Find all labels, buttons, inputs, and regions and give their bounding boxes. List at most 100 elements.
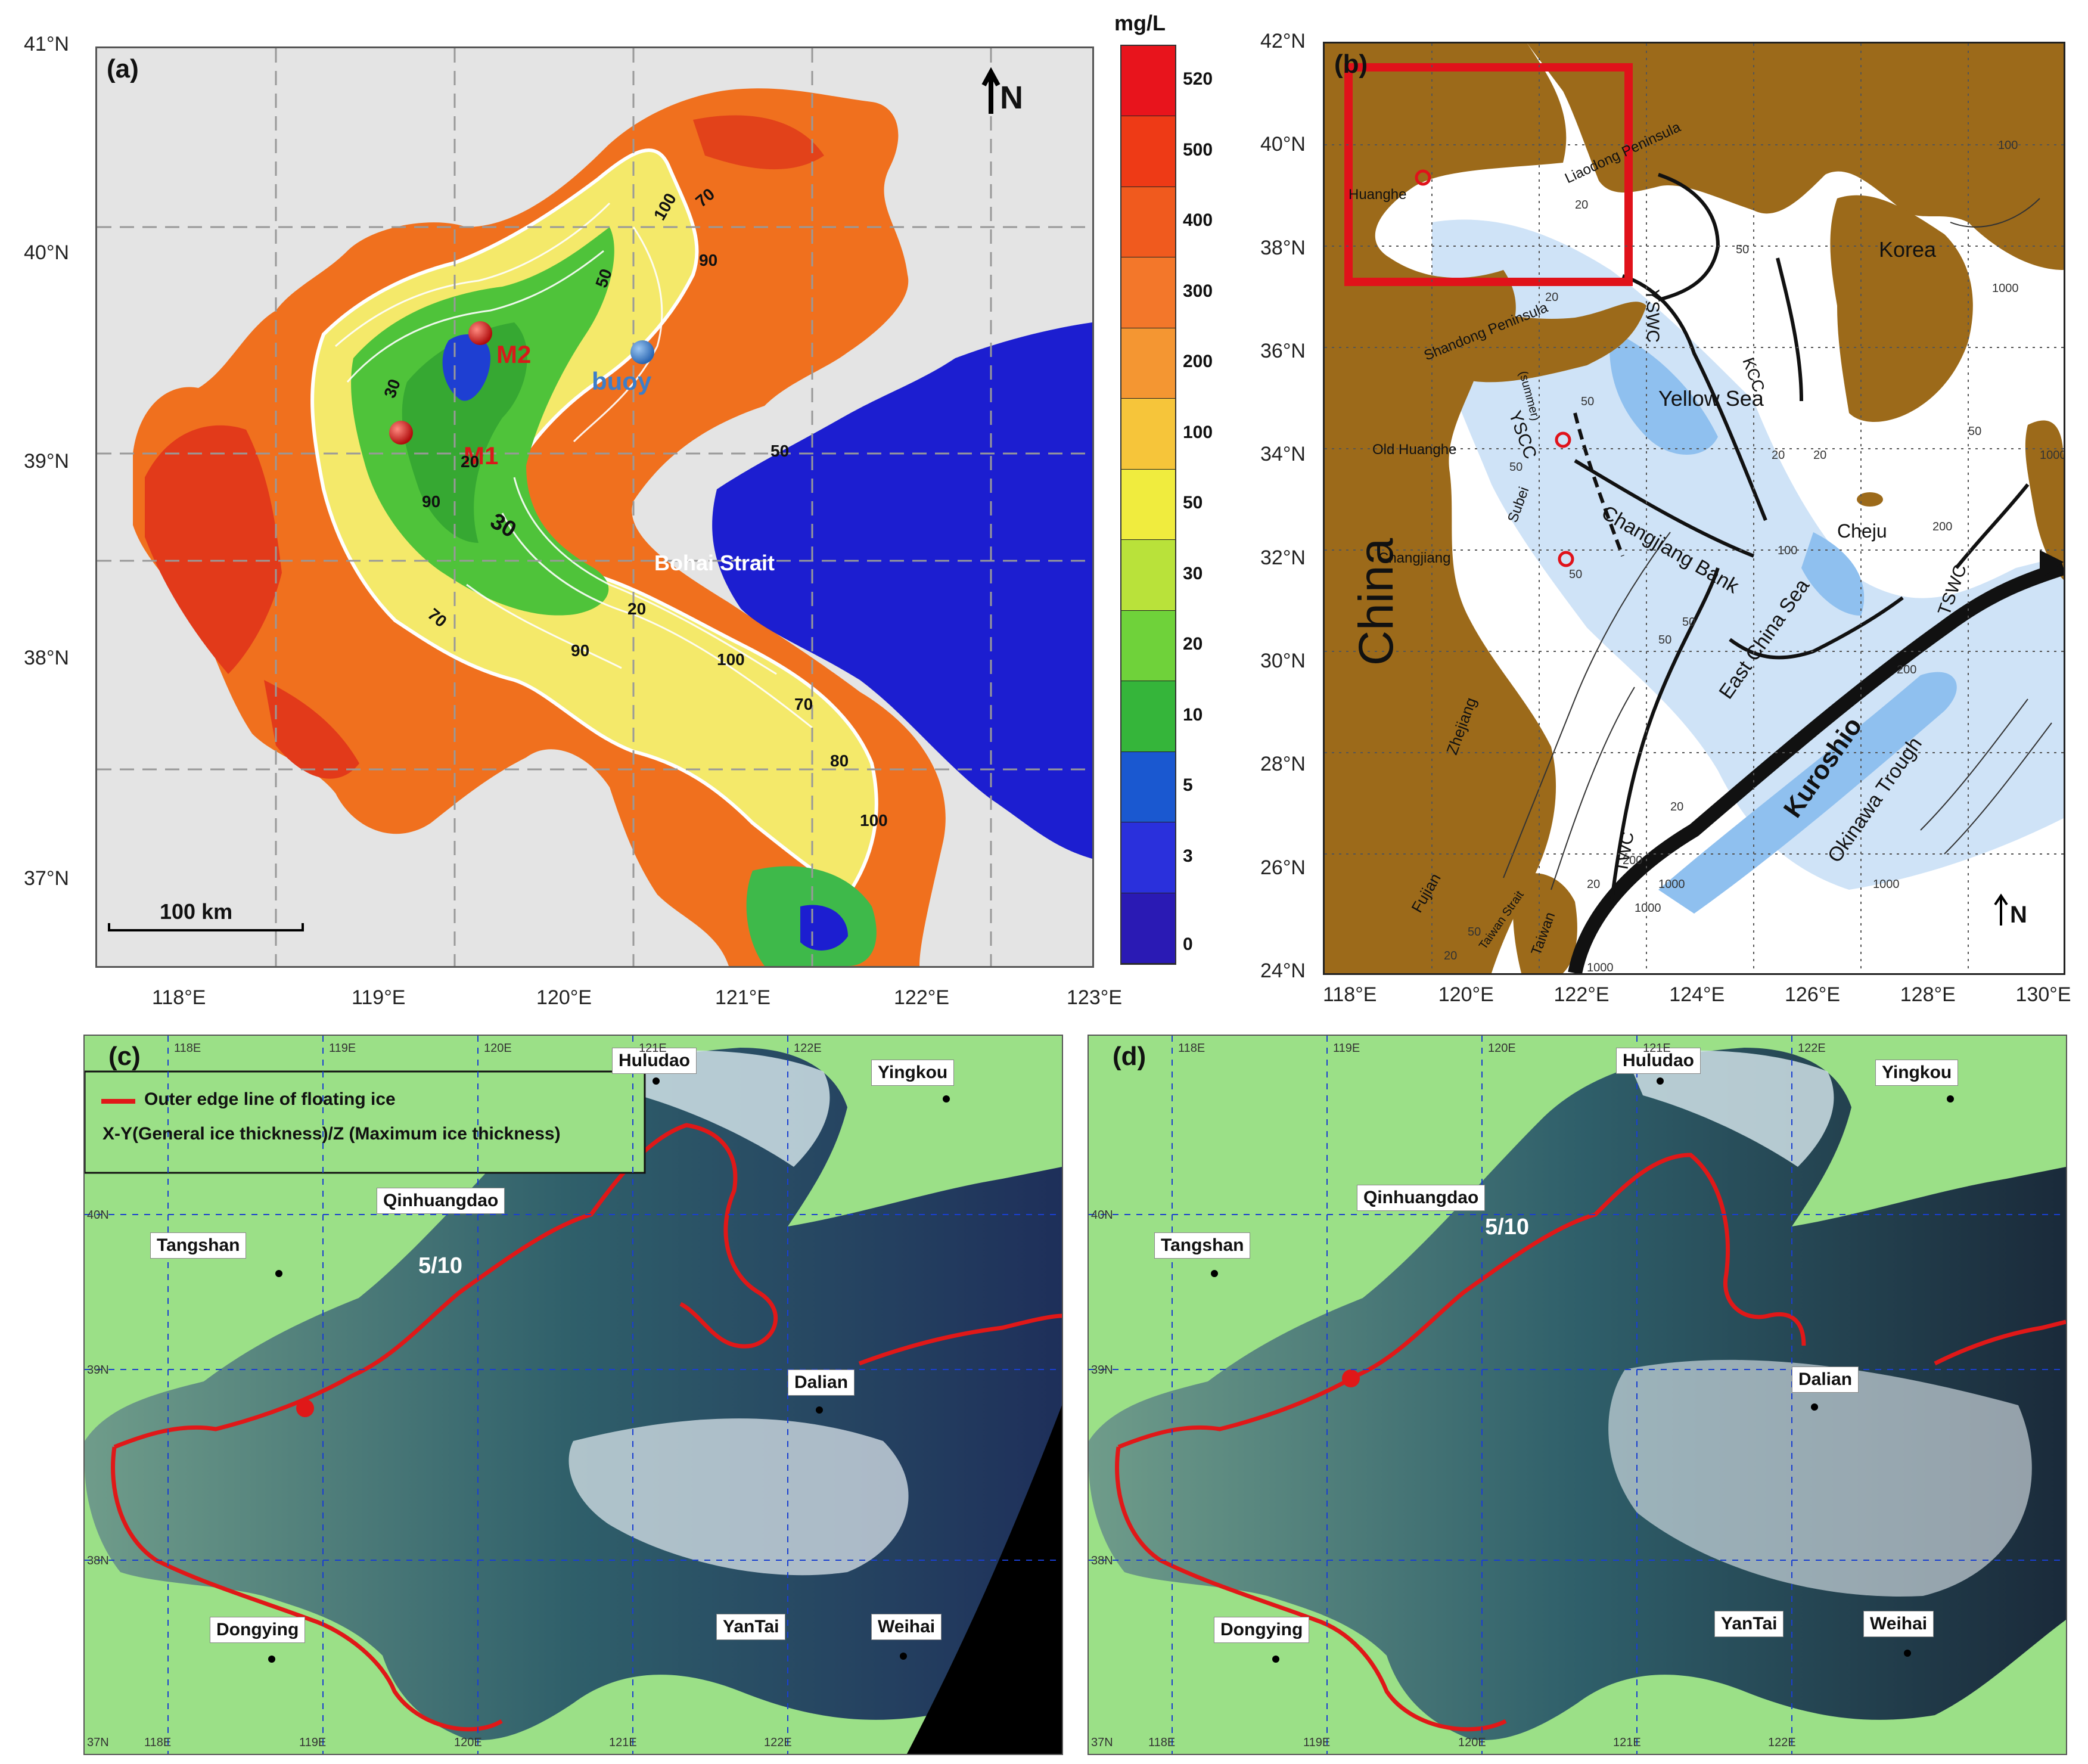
colorbar-segment: [1121, 399, 1175, 470]
legend-line-label: Outer edge line of floating ice: [144, 1089, 396, 1109]
contour-label: 90: [571, 641, 590, 660]
shelf-shading-2: [1610, 330, 1718, 455]
ice-white-north: [1625, 1050, 1834, 1167]
grid-label: 121E: [1613, 1736, 1641, 1749]
colorbar-tick-label: 300: [1183, 281, 1213, 301]
panel-a-label: (a): [107, 54, 139, 83]
depth-label: 200: [1623, 854, 1643, 867]
yellow-sea-blue: [712, 322, 1092, 859]
red-zone-north: [693, 115, 824, 170]
depth-label: 50: [1569, 568, 1583, 581]
depth-label: 1000: [2040, 449, 2065, 462]
red-zone-west: [145, 425, 282, 674]
study-area-box: [1344, 63, 1633, 286]
city-dot: [1904, 1650, 1911, 1657]
lon-tick: 119°E: [352, 986, 406, 1009]
label-bohai-strait: Bohai Strait: [654, 551, 775, 575]
depth-label: 20: [1575, 198, 1589, 212]
grid-label: 122E: [794, 1042, 822, 1055]
grid-label: 118E: [174, 1042, 201, 1055]
label-changjiang: Changjiang: [1378, 550, 1451, 566]
grid-label: 40N: [87, 1209, 109, 1222]
lat-tick: 38°N: [1260, 236, 1306, 259]
lat-tick: 30°N: [1260, 650, 1306, 672]
city-dot: [652, 1077, 660, 1085]
grid-label: 122E: [1798, 1042, 1826, 1055]
panel-c-grid: [85, 1036, 1062, 1754]
grid-label: 122E: [764, 1736, 792, 1749]
city-dot: [275, 1270, 282, 1277]
grid-label: 121E: [609, 1736, 637, 1749]
lon-tick: 118°E: [1323, 983, 1377, 1006]
colorbar-unit: mg/L: [1114, 11, 1166, 35]
grid-label: 119E: [299, 1736, 327, 1749]
depth-label: 1000: [1587, 961, 1614, 974]
colorbar-tick-label: 3: [1183, 846, 1193, 866]
colorbar-segment: [1121, 751, 1175, 823]
city-dalian: Dalian: [788, 1369, 855, 1396]
city-dot: [1657, 1077, 1664, 1085]
grid-label: 37N: [87, 1736, 109, 1749]
shelf-shading-3: [1801, 532, 1865, 616]
depth-label: 1000: [1992, 282, 2019, 295]
grid-label: 120E: [484, 1042, 512, 1055]
panel-c-label: (c): [108, 1042, 141, 1071]
grid-label: 121E: [639, 1042, 667, 1055]
land-japan: [2025, 420, 2064, 580]
panel-b-canvas: [1325, 44, 2064, 973]
depth-label: 20: [1670, 800, 1684, 813]
city-tangshan: Tangshan: [150, 1232, 247, 1259]
depth-label: 20: [1772, 449, 1785, 462]
city-yingkou: Yingkou: [1875, 1060, 1959, 1086]
colorbar-segment: [1121, 681, 1175, 752]
north-label: N: [1000, 80, 1023, 116]
panel-a-grid: [97, 48, 1092, 966]
point-m2: [468, 321, 492, 345]
label-yswc: YSWC: [1643, 289, 1663, 343]
colorbar-segment: [1121, 328, 1175, 399]
colorbar-segment: [1121, 187, 1175, 258]
land-china: [1325, 44, 1567, 973]
depth-label: 20: [1545, 291, 1559, 304]
colorbar-tick-label: 200: [1183, 352, 1213, 372]
grid-label: 118E: [144, 1736, 172, 1749]
city-huludao: Huludao: [612, 1048, 697, 1074]
label-buoy: buoy: [592, 367, 652, 395]
contour-label: 20: [627, 600, 647, 618]
kuroshio-current: [1568, 561, 2064, 973]
panel-d-canvas: [1089, 1036, 2066, 1754]
city-dot: [268, 1656, 275, 1663]
contour-label: 90: [422, 492, 441, 511]
depth-label: 50: [1968, 425, 1982, 438]
lat-tick: 40°N: [1260, 133, 1306, 156]
ice-edge-line: [1117, 1153, 1806, 1449]
label-korea: Korea: [1879, 237, 1937, 262]
lon-tick: 122°E: [894, 986, 950, 1009]
lon-tick: 128°E: [1900, 983, 1956, 1006]
label-m2: M2: [496, 340, 532, 368]
lon-tick: 124°E: [1669, 983, 1725, 1006]
panel-b-grid: [1325, 44, 2064, 973]
label-yellow-sea: Yellow Sea: [1658, 386, 1764, 411]
lat-tick: 37°N: [24, 867, 69, 890]
depth-label: 20: [1813, 449, 1827, 462]
city-dot: [816, 1406, 823, 1414]
colorbar: [1120, 45, 1176, 965]
ice-marker: [296, 1399, 314, 1417]
ice-edge-line-east: [1934, 1319, 2066, 1366]
panel-b-label: (b): [1334, 49, 1368, 79]
depth-label: 1000: [1658, 878, 1685, 891]
colorbar-tick-label: 30: [1183, 563, 1203, 583]
city-dot: [943, 1095, 950, 1102]
lon-tick: 118°E: [152, 986, 206, 1009]
contour-label: 20: [461, 452, 480, 471]
panel-a-canvas: [97, 48, 1092, 966]
lon-tick: 120°E: [1438, 983, 1494, 1006]
contour-label: 70: [794, 695, 813, 713]
point-m1: [389, 421, 413, 445]
label-huanghe: Huanghe: [1348, 187, 1407, 203]
light-green-zone: [402, 322, 527, 543]
shelf-shading-4: [1658, 672, 1957, 914]
grid-label: 119E: [329, 1042, 356, 1055]
panel-d-satellite: (d) 5/10 Huludao Yingkou Qinhuangdao Tan…: [1088, 1035, 2067, 1755]
